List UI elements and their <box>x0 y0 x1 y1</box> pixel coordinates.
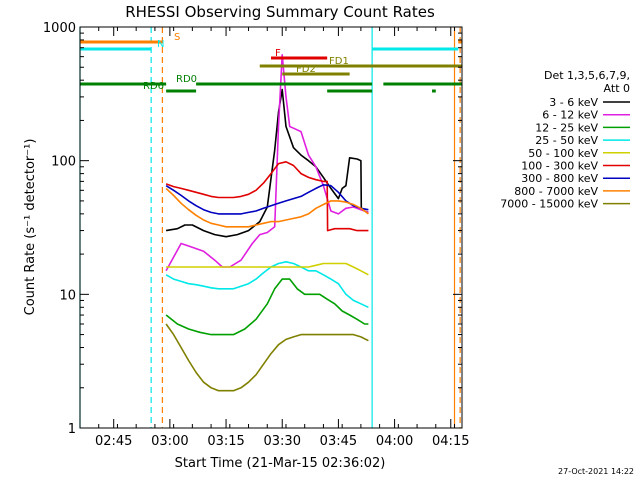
legend-label-0: 3 - 6 keV <box>549 96 598 109</box>
flag-label-s: S <box>174 32 180 43</box>
legend-label-4: 50 - 100 keV <box>528 147 598 160</box>
x-tick-label-0: 02:45 <box>95 434 132 449</box>
flag-label-fd2: FD2 <box>296 64 316 75</box>
x-tick-label-1: 03:00 <box>151 434 188 449</box>
series-line-0 <box>165 88 369 238</box>
y-axis-label: Count Rate (s⁻¹ detector⁻¹) <box>23 139 38 316</box>
y-tick-label-3: 1000 <box>43 21 76 36</box>
legend-label-8: 7000 - 15000 keV <box>500 198 598 211</box>
legend-label-5: 100 - 300 keV <box>521 160 598 173</box>
legend-header-line2: Att 0 <box>604 82 630 95</box>
x-tick-label-3: 03:30 <box>264 434 301 449</box>
x-tick-label-4: 03:45 <box>320 434 357 449</box>
chart-title: RHESSI Observing Summary Count Rates <box>125 3 435 21</box>
legend-label-6: 300 - 800 keV <box>521 172 598 185</box>
series-line-7 <box>165 187 369 228</box>
x-tick-label-2: 03:15 <box>207 434 244 449</box>
legend-header-line1: Det 1,3,5,6,7,9, <box>544 69 630 82</box>
series-line-6 <box>165 184 369 215</box>
legend-label-7: 800 - 7000 keV <box>514 185 598 198</box>
x-tick-label-5: 04:00 <box>376 434 413 449</box>
legend-label-2: 12 - 25 keV <box>535 121 598 134</box>
y-axis-label-group: Count Rate (s⁻¹ detector⁻¹) <box>23 139 38 316</box>
series-line-5 <box>165 161 369 232</box>
series-line-2 <box>165 278 369 336</box>
x-tick-label-6: 04:15 <box>432 434 469 449</box>
flag-label-f: F <box>275 48 281 59</box>
series-line-3 <box>165 261 369 309</box>
y-tick-label-2: 100 <box>51 155 76 170</box>
flag-label-rd0: RD0 <box>176 74 197 85</box>
series-line-4 <box>166 262 369 276</box>
y-tick-label-0: 1 <box>68 422 76 437</box>
series-line-8 <box>165 323 369 392</box>
flag-label-n: N <box>157 39 164 50</box>
legend-label-1: 6 - 12 keV <box>542 109 598 122</box>
series-line-1 <box>165 54 369 272</box>
plot-frame <box>79 26 463 429</box>
footer-timestamp: 27-Oct-2021 14:22 <box>558 467 634 476</box>
x-axis-label: Start Time (21-Mar-15 02:36:02) <box>175 456 386 471</box>
legend-label-3: 25 - 50 keV <box>535 134 598 147</box>
flag-label-rd6: RD6 <box>143 81 164 92</box>
y-tick-label-1: 10 <box>59 288 76 303</box>
flag-label-fd1: FD1 <box>329 56 349 67</box>
